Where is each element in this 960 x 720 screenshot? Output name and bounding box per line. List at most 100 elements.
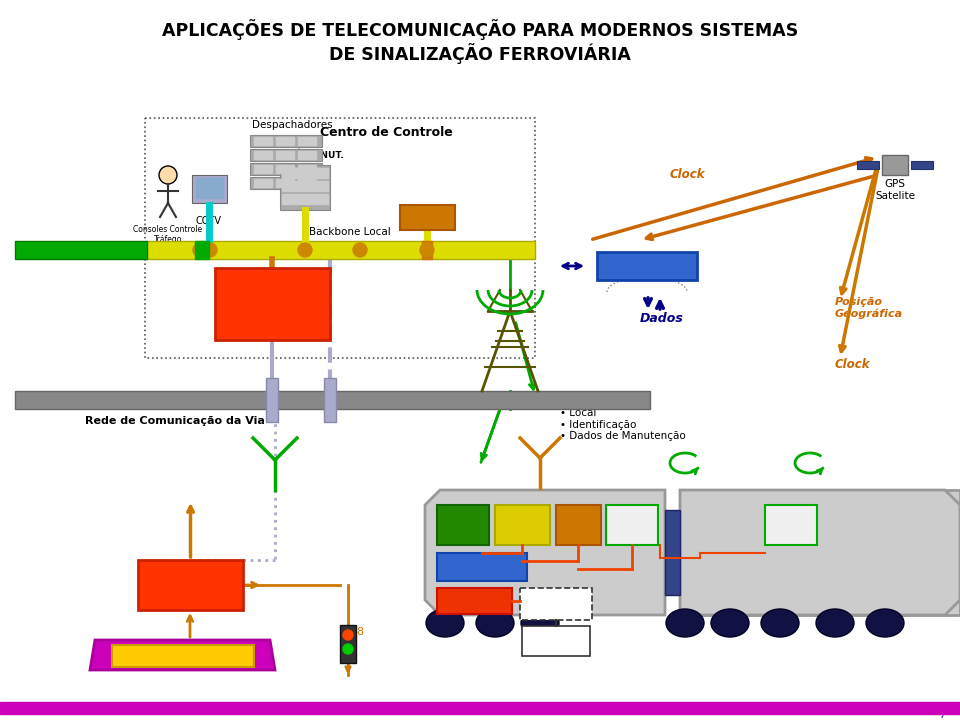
Bar	[911, 161, 933, 169]
Circle shape	[203, 243, 217, 257]
Text: 18: 18	[351, 627, 365, 637]
Text: Rede Corporativa: Rede Corporativa	[29, 245, 132, 255]
Bar	[250, 135, 322, 147]
Text: • Local
• Identificação
• Dados de Manutenção: • Local • Identificação • Dados de Manut…	[560, 408, 685, 441]
Bar	[250, 149, 322, 161]
Text: Servidor: Servidor	[619, 259, 675, 272]
Bar	[145, 118, 535, 358]
Ellipse shape	[426, 609, 464, 637]
Bar	[15, 391, 650, 409]
Text: Clock: Clock	[670, 168, 706, 181]
Text: Detector
De Trens
Completo: Detector De Trens Completo	[613, 510, 650, 540]
Bar	[495, 505, 550, 545]
Circle shape	[159, 166, 177, 184]
Ellipse shape	[711, 609, 749, 637]
Ellipse shape	[521, 609, 559, 637]
Text: Circuito de Via: Circuito de Via	[140, 651, 227, 661]
Bar	[522, 626, 590, 656]
Ellipse shape	[476, 609, 514, 637]
Polygon shape	[680, 490, 960, 615]
Polygon shape	[425, 490, 665, 615]
Bar	[276, 137, 294, 145]
Bar	[437, 505, 489, 545]
Polygon shape	[90, 640, 275, 670]
Text: GPS
Satelite: GPS Satelite	[875, 179, 915, 201]
Bar	[254, 137, 272, 145]
Bar	[254, 165, 272, 173]
Text: IXL / Controle
Centralizado
de Trens: IXL / Controle Centralizado de Trens	[232, 287, 312, 320]
Bar	[266, 378, 278, 422]
Text: Despachadores: Despachadores	[252, 120, 332, 130]
Bar	[556, 505, 601, 545]
Bar	[857, 161, 879, 169]
Text: OBC: OBC	[468, 560, 496, 574]
Ellipse shape	[666, 609, 704, 637]
Text: Detector
De Trens
Completo: Detector De Trens Completo	[773, 510, 809, 540]
Text: Backbone Local: Backbone Local	[309, 227, 391, 237]
Text: Tração /
Freio: Tração / Freio	[539, 631, 573, 651]
Text: Controlador
De Objeto: Controlador De Objeto	[156, 575, 226, 596]
Bar	[196, 178, 223, 198]
Text: Consoles Controle
Tráfego: Consoles Controle Tráfego	[133, 225, 203, 244]
Bar	[145, 241, 535, 259]
Text: CCTV: CCTV	[196, 216, 222, 226]
Circle shape	[343, 630, 353, 640]
Text: Posição
Geográfica: Posição Geográfica	[835, 297, 903, 319]
Bar	[15, 241, 147, 259]
Bar	[437, 588, 512, 614]
Bar	[276, 165, 294, 173]
Bar	[250, 163, 322, 175]
Ellipse shape	[866, 609, 904, 637]
Ellipse shape	[761, 609, 799, 637]
Bar	[882, 155, 908, 175]
Bar	[192, 175, 227, 203]
Text: CTC/PDS
ENG/MANUT.: CTC/PDS ENG/MANUT.	[280, 140, 344, 160]
Bar	[195, 241, 209, 259]
Circle shape	[420, 243, 434, 257]
Circle shape	[298, 243, 312, 257]
Text: Dados: Dados	[640, 312, 684, 325]
Text: GPS: GPS	[414, 210, 441, 223]
Bar	[250, 177, 322, 189]
Bar	[324, 378, 336, 422]
Bar	[298, 151, 316, 159]
Text: Rádio
Voz: Rádio Voz	[448, 516, 477, 535]
Ellipse shape	[816, 609, 854, 637]
Bar	[437, 553, 527, 581]
Bar	[276, 151, 294, 159]
Bar	[597, 252, 697, 280]
Bar	[680, 490, 960, 615]
Bar	[422, 241, 432, 259]
Text: 7: 7	[939, 708, 947, 720]
Text: Dados
Satélite: Dados Satélite	[502, 516, 542, 535]
Text: Interface
Locomotiva: Interface Locomotiva	[530, 594, 582, 613]
Circle shape	[193, 243, 207, 257]
Bar	[298, 179, 316, 187]
Text: Clock: Clock	[835, 359, 871, 372]
Bar	[520, 588, 592, 620]
Bar	[340, 625, 356, 663]
Bar	[606, 505, 658, 545]
Text: Centro de Controle: Centro de Controle	[321, 126, 453, 139]
Bar	[276, 179, 294, 187]
Bar	[0, 702, 960, 714]
Circle shape	[353, 243, 367, 257]
Bar	[215, 268, 330, 340]
Bar	[282, 181, 328, 191]
Bar	[138, 560, 243, 610]
Bar	[112, 645, 254, 667]
Bar	[400, 205, 455, 230]
Bar	[254, 179, 272, 187]
Bar	[254, 151, 272, 159]
Bar	[765, 505, 817, 545]
Text: Rede de Comunicação da Via: Rede de Comunicação da Via	[85, 416, 265, 426]
Bar	[298, 137, 316, 145]
Bar	[665, 510, 680, 595]
Bar	[282, 168, 328, 178]
Bar	[282, 194, 328, 204]
Bar	[298, 165, 316, 173]
Circle shape	[343, 644, 353, 654]
Text: GPS: GPS	[566, 520, 589, 530]
Text: DE SINALIZAÇÃO FERROVIÁRIA: DE SINALIZAÇÃO FERROVIÁRIA	[329, 43, 631, 65]
Text: ATC: ATC	[462, 595, 489, 608]
